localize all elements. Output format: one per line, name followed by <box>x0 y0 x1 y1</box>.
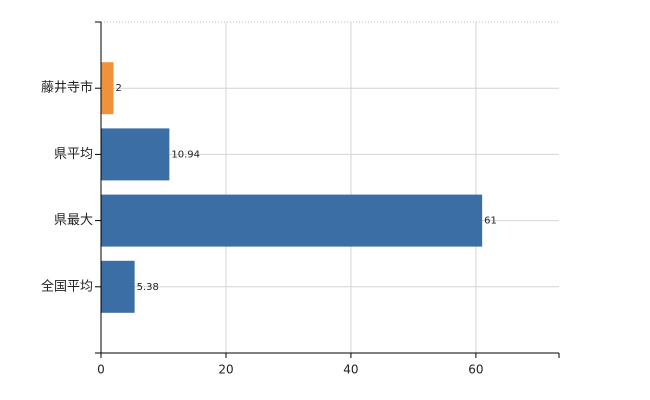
x-tick-label: 60 <box>468 363 483 377</box>
bar <box>101 128 170 181</box>
y-tick-label: 県平均 <box>54 147 93 162</box>
y-tick-label: 県最大 <box>54 213 93 228</box>
value-label: 2 <box>115 83 121 94</box>
y-tick-label: 藤井寺市 <box>41 80 93 96</box>
value-label: 5.38 <box>137 282 159 293</box>
value-label: 61 <box>484 216 497 227</box>
x-tick-label: 0 <box>97 363 105 377</box>
bar <box>101 194 483 247</box>
x-tick-label: 20 <box>218 363 233 377</box>
x-tick-label: 40 <box>343 363 358 377</box>
bar <box>101 62 114 115</box>
bar <box>101 260 135 313</box>
y-tick-label: 全国平均 <box>41 278 93 294</box>
value-label: 10.94 <box>171 149 200 160</box>
